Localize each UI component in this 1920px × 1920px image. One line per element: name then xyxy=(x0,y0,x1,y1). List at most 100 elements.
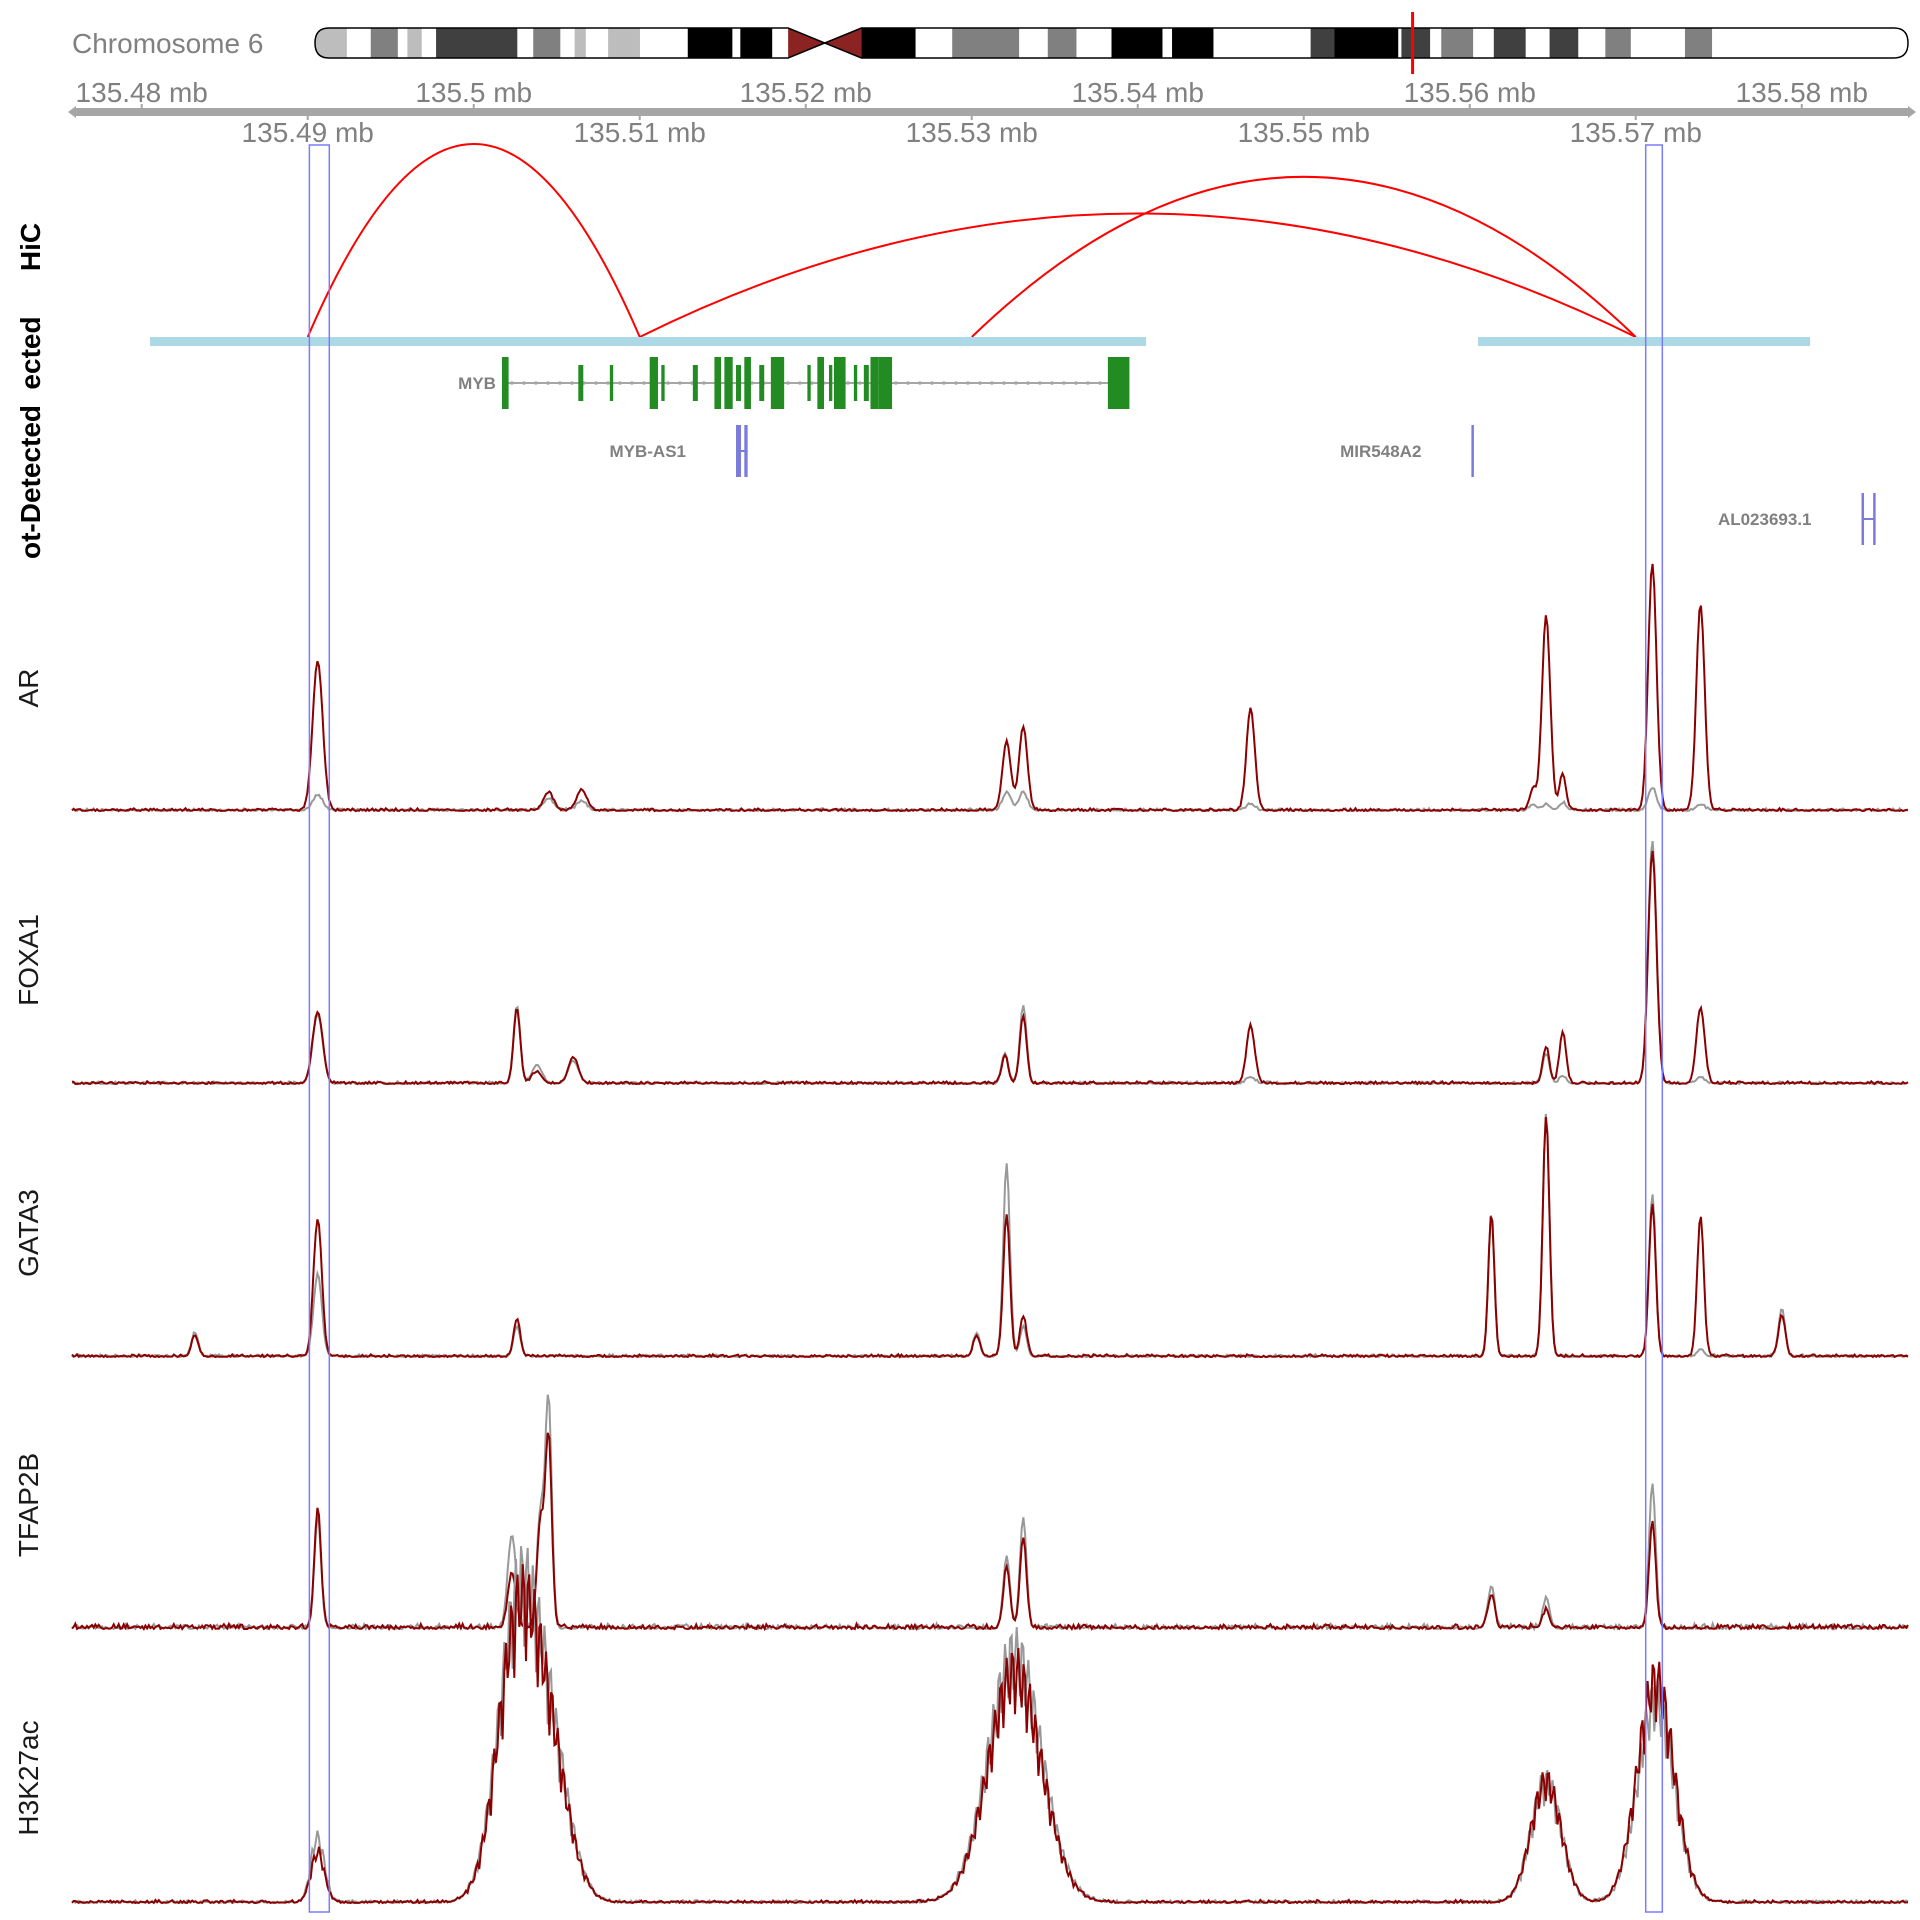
axis-tick-label-top: 135.52 mb xyxy=(740,77,872,108)
axis-tick-label-bottom: 135.55 mb xyxy=(1238,117,1370,148)
signal-track-tfap2b xyxy=(71,1394,1909,1632)
highlight-window xyxy=(1644,144,1664,1913)
gene-exon xyxy=(807,365,811,401)
gene-exon xyxy=(817,357,824,409)
ideogram-band xyxy=(740,28,773,58)
ar-track-label: AR xyxy=(13,669,44,708)
signal-track-foxa1 xyxy=(71,840,1909,1086)
ideogram-band xyxy=(915,28,953,58)
ideogram-band xyxy=(772,28,789,58)
gene-strand-dot xyxy=(1038,381,1042,385)
signal-line-primary xyxy=(71,563,1909,813)
gene-strand-dot xyxy=(990,381,994,385)
gene-strand-dot xyxy=(1062,381,1066,385)
ideogram-band xyxy=(1111,28,1163,58)
ideogram-band xyxy=(861,28,917,58)
gene-strand-dot xyxy=(522,381,526,385)
axis-tick-label-top: 135.56 mb xyxy=(1404,77,1536,108)
gene-al023693.1: AL023693.1 xyxy=(1718,493,1876,545)
track-labels: HiC ot-Detected ected AR FOXA1 GATA3 TFA… xyxy=(13,223,46,1836)
gene-exon xyxy=(833,357,846,409)
ideogram-band xyxy=(1334,28,1399,58)
ideogram-outline-left xyxy=(314,27,827,59)
gene-strand-dot xyxy=(1002,381,1006,385)
signal-line-secondary xyxy=(71,786,1909,813)
ideogram-band xyxy=(1578,28,1606,58)
gene-exon xyxy=(759,365,765,401)
gata3-track-label: GATA3 xyxy=(13,1189,44,1277)
ideogram-band xyxy=(346,28,372,58)
ideogram-band-group xyxy=(315,28,1908,58)
gene-strand-dot xyxy=(894,381,898,385)
gene-myb-as1: MYB-AS1 xyxy=(609,425,748,477)
hic-arc xyxy=(306,143,641,338)
ideogram-band xyxy=(1076,28,1112,58)
signal-line-primary xyxy=(71,1564,1908,1905)
ideogram-band xyxy=(421,28,437,58)
ideogram-band xyxy=(560,28,576,58)
signal-line-primary xyxy=(71,1116,1909,1359)
ideogram-band xyxy=(574,28,587,58)
ideogram-band xyxy=(1525,28,1551,58)
gene-strand-dot xyxy=(810,381,814,385)
gene-strand-dot xyxy=(930,381,934,385)
gene-strand-dot xyxy=(702,381,706,385)
gene-strand-dot xyxy=(570,381,574,385)
ideogram-band xyxy=(952,28,1020,58)
gene-strand-dot xyxy=(690,381,694,385)
axis-left-arrow xyxy=(68,106,76,118)
hic-arc xyxy=(971,176,1637,338)
gene-exon xyxy=(1471,425,1474,477)
ideogram-band xyxy=(315,28,348,58)
detected-regions xyxy=(150,337,1811,346)
axis-tick-label-top: 135.48 mb xyxy=(76,77,208,108)
gene-strand-dot xyxy=(618,381,622,385)
gene-exon xyxy=(828,365,833,401)
ideogram-band xyxy=(1401,28,1431,58)
gene-mir548a2: MIR548A2 xyxy=(1340,425,1474,477)
gene-strand-dot xyxy=(642,381,646,385)
gene-strand-dot xyxy=(1074,381,1078,385)
gene-exon xyxy=(714,357,722,409)
chromosome-label: Chromosome 6 xyxy=(72,28,263,59)
ideogram-bands xyxy=(314,27,1909,59)
gene-exon xyxy=(863,365,869,401)
gene-track: MYB MYB-AS1 MIR548A2 AL023693.1 xyxy=(458,357,1876,545)
gene-exon xyxy=(770,357,785,409)
gene-exon xyxy=(744,425,748,477)
h3k27ac-track-label: H3K27ac xyxy=(13,1720,44,1835)
ideogram-band xyxy=(687,28,733,58)
ideogram-band xyxy=(397,28,408,58)
axis-tick-label-top: 135.54 mb xyxy=(1072,77,1204,108)
signal-line-secondary xyxy=(71,1394,1909,1632)
gene-exon xyxy=(1107,357,1130,409)
gene-exon xyxy=(870,357,879,409)
gene-strand-dot xyxy=(978,381,982,385)
gene-label: MYB-AS1 xyxy=(609,442,686,461)
signal-track-h3k27ac xyxy=(71,1546,1909,1905)
ideogram-band xyxy=(1047,28,1077,58)
ideogram-band xyxy=(1684,28,1713,58)
ideogram-band xyxy=(1172,28,1214,58)
gene-strand-dot xyxy=(798,381,802,385)
ideogram: Chromosome 6 xyxy=(72,12,1909,74)
gene-strand-dot xyxy=(1086,381,1090,385)
genomic-axis: 135.48 mb 135.5 mb 135.52 mb 135.54 mb 135.5… xyxy=(68,77,1916,148)
hic-arc xyxy=(639,212,1637,338)
gene-exon xyxy=(1873,493,1876,545)
gene-strand-dot xyxy=(678,381,682,385)
gene-exon xyxy=(736,365,741,401)
tfap2b-track-label: TFAP2B xyxy=(13,1453,44,1557)
ideogram-outline-right xyxy=(822,27,1909,59)
ideogram-band xyxy=(585,28,609,58)
detected-region-bar xyxy=(1478,337,1811,346)
gene-exon xyxy=(692,365,698,401)
gene-strand-dot xyxy=(510,381,514,385)
ideogram-band xyxy=(639,28,689,58)
axis-tick-label-top: 135.58 mb xyxy=(1736,77,1868,108)
gene-label: MIR548A2 xyxy=(1340,442,1421,461)
ideogram-band xyxy=(370,28,399,58)
gene-exon xyxy=(878,357,893,409)
gene-myb: MYB xyxy=(458,357,1130,409)
ideogram-band xyxy=(732,28,741,58)
